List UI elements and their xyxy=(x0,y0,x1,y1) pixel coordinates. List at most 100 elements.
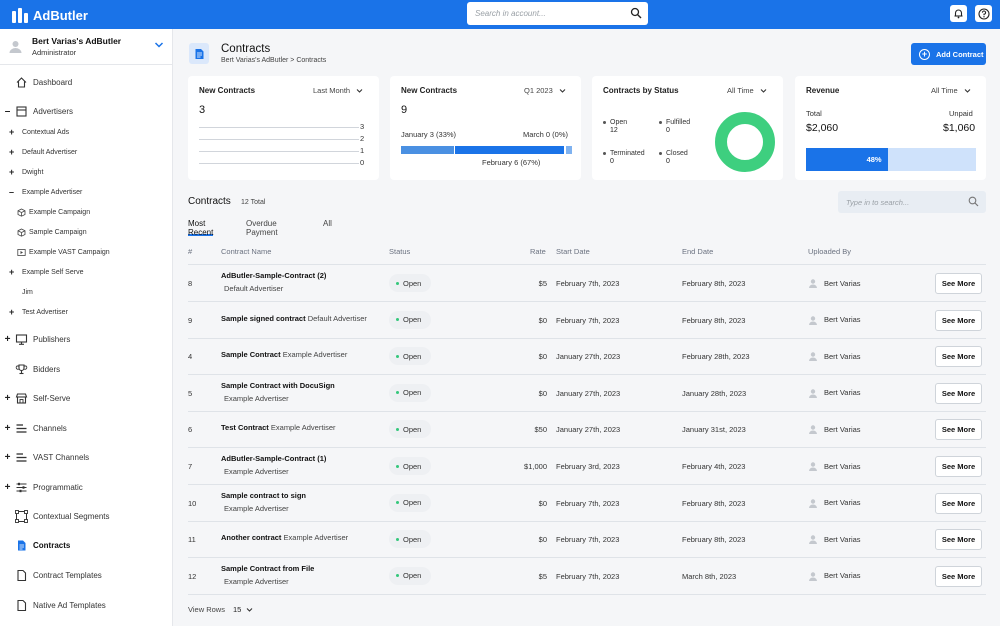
end-date: February 28th, 2023 xyxy=(682,352,750,362)
see-more-button[interactable]: See More xyxy=(935,346,982,368)
contract-name[interactable]: Sample Contract from File xyxy=(221,563,315,573)
add-contract-button[interactable]: + Add Contract xyxy=(911,43,986,65)
chevron-down-icon[interactable] xyxy=(154,41,164,49)
column-header-end-date[interactable]: End Date xyxy=(682,247,714,256)
expand-icon[interactable]: + xyxy=(9,267,15,277)
sidebar-item-contextual-ads[interactable]: + Contextual Ads xyxy=(0,124,172,140)
expand-icon[interactable]: + xyxy=(4,481,11,493)
contract-name[interactable]: Sample signed contract xyxy=(221,313,306,323)
sidebar-item-channels[interactable]: + Channels xyxy=(0,419,172,437)
column-header-rate[interactable]: Rate xyxy=(530,247,546,256)
sidebar-item-contracts[interactable]: Contracts xyxy=(0,536,172,554)
see-more-button[interactable]: See More xyxy=(935,419,982,441)
avatar xyxy=(809,352,817,362)
contract-name[interactable]: Test Contract xyxy=(221,423,269,433)
help-button[interactable] xyxy=(975,5,992,22)
sidebar-item-publishers[interactable]: + Publishers xyxy=(0,330,172,348)
column-header-name[interactable]: Contract Name xyxy=(221,247,272,256)
uploader-name: Bert Varias xyxy=(824,424,861,434)
see-more-button[interactable]: See More xyxy=(935,456,982,477)
search-icon[interactable] xyxy=(968,196,979,207)
expand-icon[interactable]: + xyxy=(9,147,15,157)
sidebar-item-native-ad-templates[interactable]: Native Ad Templates xyxy=(0,596,172,614)
see-more-button[interactable]: See More xyxy=(935,382,982,404)
sidebar-item-sample-campaign[interactable]: Sample Campaign xyxy=(0,224,172,240)
sidebar-item-self-serve[interactable]: + Self-Serve xyxy=(0,389,172,407)
revenue-period-filter[interactable]: All Time xyxy=(931,86,971,95)
avatar xyxy=(809,279,817,288)
account-search-input[interactable] xyxy=(475,7,625,20)
sidebar-item-example-campaign[interactable]: Example Campaign xyxy=(0,204,172,220)
contract-name-cell[interactable]: Sample Contract Example Advertiser xyxy=(221,350,347,359)
avatar xyxy=(9,41,22,53)
table-row: 12 Sample Contract from File Example Adver… xyxy=(188,558,986,595)
see-more-button[interactable]: See More xyxy=(935,273,982,294)
contract-name[interactable]: AdButler-Sample-Contract (1) xyxy=(221,454,327,463)
account-switcher[interactable]: Bert Varias's AdButler Administrator xyxy=(0,29,173,65)
expand-icon[interactable]: + xyxy=(9,167,15,177)
card-title: Revenue xyxy=(806,86,840,95)
tab-overdue-payment[interactable]: Overdue Payment xyxy=(246,219,278,237)
status-dot-icon xyxy=(396,501,399,505)
expand-icon[interactable]: + xyxy=(4,451,11,463)
expand-icon[interactable]: + xyxy=(4,422,11,434)
status-period-filter[interactable]: All Time xyxy=(727,86,767,95)
sidebar-item-default-advertiser[interactable]: + Default Advertiser xyxy=(0,144,172,160)
view-rows-control[interactable]: View Rows 15 xyxy=(188,605,253,614)
column-header-number[interactable]: # xyxy=(188,247,193,256)
contract-id: 4 xyxy=(188,352,193,362)
sidebar-item-dwight[interactable]: + Dwight xyxy=(0,164,172,180)
sidebar-item-vast-channels[interactable]: + VAST Channels xyxy=(0,448,172,466)
column-header-start-date[interactable]: Start Date xyxy=(556,247,590,256)
sidebar-item-test-advertiser[interactable]: + Test Advertiser xyxy=(0,304,172,320)
contract-name[interactable]: Another contract xyxy=(221,533,282,543)
sidebar-item-advertisers[interactable]: – Advertisers xyxy=(0,102,172,120)
expand-icon[interactable]: + xyxy=(4,333,11,345)
contract-name-cell[interactable]: Another contract Example Advertiser xyxy=(221,533,348,542)
collapse-icon[interactable]: – xyxy=(9,187,15,197)
sidebar-item-jim[interactable]: Jim xyxy=(0,284,172,300)
app-logo[interactable]: AdButler xyxy=(10,5,88,25)
see-more-button[interactable]: See More xyxy=(935,565,982,587)
sidebar-item-bidders[interactable]: Bidders xyxy=(0,360,172,378)
donut-segment-open[interactable] xyxy=(715,112,775,172)
contract-name[interactable]: Sample Contract with DocuSign xyxy=(221,380,335,390)
contract-name-cell[interactable]: Sample signed contract Default Advertise… xyxy=(221,314,367,323)
search-icon[interactable] xyxy=(630,7,642,19)
breadcrumb[interactable]: Bert Varias's AdButler > Contracts xyxy=(221,57,327,64)
notifications-button[interactable] xyxy=(950,5,967,22)
period-filter[interactable]: Last Month xyxy=(313,86,363,95)
column-header-status[interactable]: Status xyxy=(389,247,411,256)
tab-most-recent[interactable]: Most Recent xyxy=(188,219,214,237)
collapse-icon[interactable]: – xyxy=(4,105,11,117)
see-more-button[interactable]: See More xyxy=(935,529,982,551)
sidebar-item-programmatic[interactable]: + Programmatic xyxy=(0,478,172,496)
advertiser-name: Example Advertiser xyxy=(224,576,289,586)
contract-name-cell[interactable]: Test Contract Example Advertiser xyxy=(221,423,336,432)
contract-id: 6 xyxy=(188,425,193,435)
march-segment[interactable] xyxy=(566,146,572,154)
expand-icon[interactable]: + xyxy=(4,392,11,404)
contract-name[interactable]: AdButler-Sample-Contract (2) xyxy=(221,271,327,280)
status-value: 12 xyxy=(610,127,618,134)
sidebar-item-example-self-serve[interactable]: + Example Self Serve xyxy=(0,264,172,280)
expand-icon[interactable]: + xyxy=(9,127,15,137)
contract-name[interactable]: Sample contract to sign xyxy=(221,490,307,500)
quarter-filter[interactable]: Q1 2023 xyxy=(524,86,566,95)
sidebar-item-example-advertiser[interactable]: – Example Advertiser xyxy=(0,184,172,200)
see-more-button[interactable]: See More xyxy=(935,309,982,331)
contract-name[interactable]: Sample Contract xyxy=(221,350,281,360)
february-segment[interactable] xyxy=(455,146,564,154)
sidebar-item-dashboard[interactable]: Dashboard xyxy=(0,73,172,91)
contracts-search-input[interactable] xyxy=(846,196,961,208)
sidebar-item-contract-templates[interactable]: Contract Templates xyxy=(0,566,172,584)
sidebar-item-example-vast-campaign[interactable]: Example VAST Campaign xyxy=(0,244,172,260)
tab-all[interactable]: All xyxy=(323,219,332,228)
contract-id: 12 xyxy=(188,571,197,581)
column-header-uploaded-by[interactable]: Uploaded By xyxy=(808,247,851,256)
card-title: New Contracts xyxy=(401,86,458,95)
sidebar-item-contextual-segments[interactable]: Contextual Segments xyxy=(0,507,172,525)
january-segment[interactable] xyxy=(401,146,454,154)
expand-icon[interactable]: + xyxy=(9,307,15,317)
see-more-button[interactable]: See More xyxy=(935,492,982,514)
